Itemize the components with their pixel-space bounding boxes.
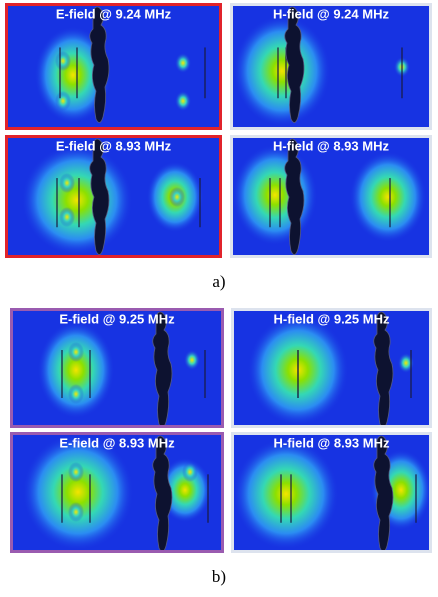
field-panel: H-field @ 9.25 MHz [231,308,432,428]
field-hotspot [398,353,414,373]
field-panel: E-field @ 8.93 MHz [5,135,222,258]
field-hotspot [59,173,75,193]
field-panel: H-field @ 8.93 MHz [230,135,432,258]
figure: E-field @ 9.24 MHz H-field @ 9.24 MHz E-fi… [0,0,438,597]
field-hotspot [182,462,198,482]
field-hotspot [59,207,75,227]
field-hotspot [68,502,84,522]
panel-title: E-field @ 8.93 MHz [59,435,175,450]
field-panel: E-field @ 9.25 MHz [10,308,224,428]
field-hotspot [169,187,185,207]
field-hotspot [55,91,71,111]
panel-title: H-field @ 8.93 MHz [273,138,389,153]
panel-title: E-field @ 9.24 MHz [56,6,172,21]
field-hotspot [175,91,191,111]
panel-title: H-field @ 9.24 MHz [273,6,389,21]
field-panel: E-field @ 8.93 MHz [10,432,224,553]
field-region [23,434,133,550]
field-region [233,145,317,245]
field-region [234,439,338,549]
field-panel: H-field @ 8.93 MHz [231,432,432,553]
field-panel: H-field @ 9.24 MHz [230,3,432,130]
field-region [350,152,426,242]
field-hotspot [68,384,84,404]
field-panel: E-field @ 9.24 MHz [5,3,222,130]
panel-title: E-field @ 8.93 MHz [56,138,172,153]
panel-title: E-field @ 9.25 MHz [59,311,175,326]
field-region [22,145,132,255]
field-hotspot [175,53,191,73]
panel-title: H-field @ 8.93 MHz [274,435,390,450]
field-region [234,16,330,126]
subfigure-label: b) [212,567,226,586]
field-hotspot [68,342,84,362]
subfigure-label: a) [212,272,225,291]
field-hotspot [55,51,71,71]
panel-title: H-field @ 9.25 MHz [274,311,390,326]
field-hotspot [68,462,84,482]
field-hotspot [184,350,200,370]
